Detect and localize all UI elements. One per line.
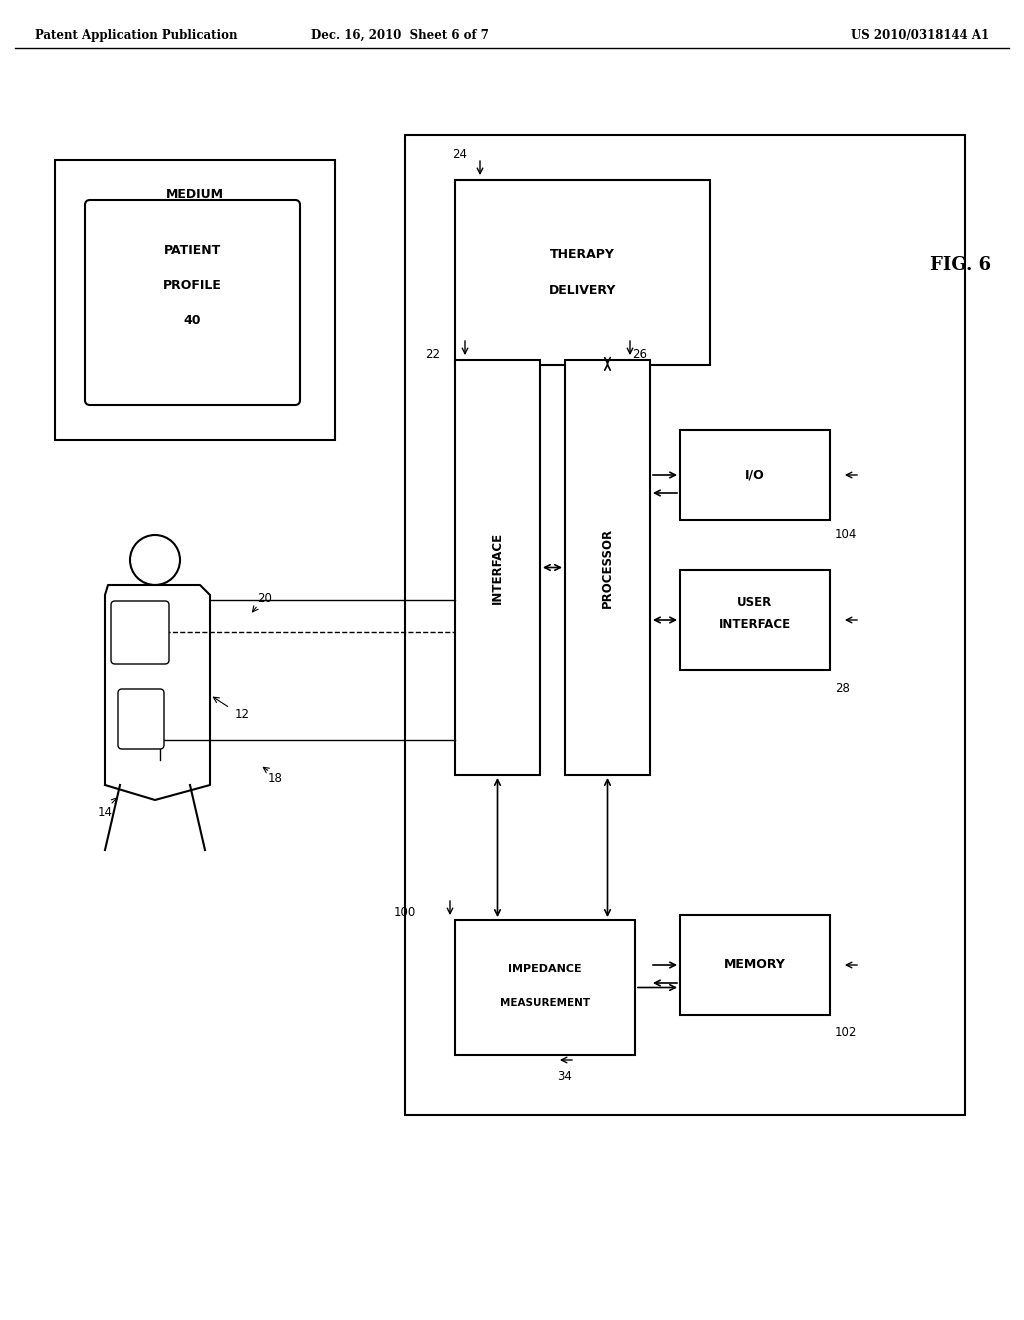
Bar bbox=[565, 360, 650, 775]
Text: 110: 110 bbox=[182, 223, 208, 236]
FancyBboxPatch shape bbox=[85, 201, 300, 405]
Bar bbox=[406, 135, 965, 1115]
Text: 16: 16 bbox=[147, 603, 163, 616]
Text: 18: 18 bbox=[267, 771, 283, 784]
FancyBboxPatch shape bbox=[111, 601, 169, 664]
FancyBboxPatch shape bbox=[118, 689, 164, 748]
Text: 28: 28 bbox=[835, 681, 850, 694]
Text: PROCESSOR: PROCESSOR bbox=[601, 528, 614, 607]
Text: USER: USER bbox=[737, 595, 773, 609]
Text: 104: 104 bbox=[835, 528, 857, 541]
Bar bbox=[680, 430, 830, 520]
Text: 100: 100 bbox=[394, 906, 416, 919]
Text: MEASUREMENT: MEASUREMENT bbox=[500, 998, 590, 1007]
Text: THERAPY: THERAPY bbox=[550, 248, 615, 261]
Text: 24: 24 bbox=[453, 149, 468, 161]
Text: US 2010/0318144 A1: US 2010/0318144 A1 bbox=[851, 29, 989, 41]
Text: Dec. 16, 2010  Sheet 6 of 7: Dec. 16, 2010 Sheet 6 of 7 bbox=[311, 29, 488, 41]
Text: 12: 12 bbox=[234, 709, 250, 722]
Text: 26: 26 bbox=[633, 348, 647, 362]
Text: PROFILE: PROFILE bbox=[163, 279, 222, 292]
Bar bbox=[455, 920, 635, 1055]
Text: 34: 34 bbox=[557, 1071, 572, 1084]
Text: FIG. 6: FIG. 6 bbox=[930, 256, 991, 275]
Text: IMPEDANCE: IMPEDANCE bbox=[508, 965, 582, 974]
Bar bbox=[55, 160, 335, 440]
Text: 20: 20 bbox=[258, 591, 272, 605]
Text: 22: 22 bbox=[426, 348, 440, 362]
Bar bbox=[455, 180, 710, 366]
Bar bbox=[455, 360, 540, 775]
Text: MEMORY: MEMORY bbox=[724, 958, 786, 972]
Text: DELIVERY: DELIVERY bbox=[549, 284, 616, 297]
Text: MEDIUM: MEDIUM bbox=[166, 189, 224, 202]
Text: PATIENT: PATIENT bbox=[164, 243, 221, 256]
Text: 40: 40 bbox=[183, 314, 202, 326]
Text: 102: 102 bbox=[835, 1027, 857, 1040]
Bar bbox=[680, 915, 830, 1015]
Text: INTERFACE: INTERFACE bbox=[719, 619, 792, 631]
Text: Patent Application Publication: Patent Application Publication bbox=[35, 29, 238, 41]
Text: INTERFACE: INTERFACE bbox=[490, 532, 504, 603]
Bar bbox=[680, 570, 830, 671]
Text: I/O: I/O bbox=[745, 469, 765, 482]
Text: 14: 14 bbox=[97, 805, 113, 818]
